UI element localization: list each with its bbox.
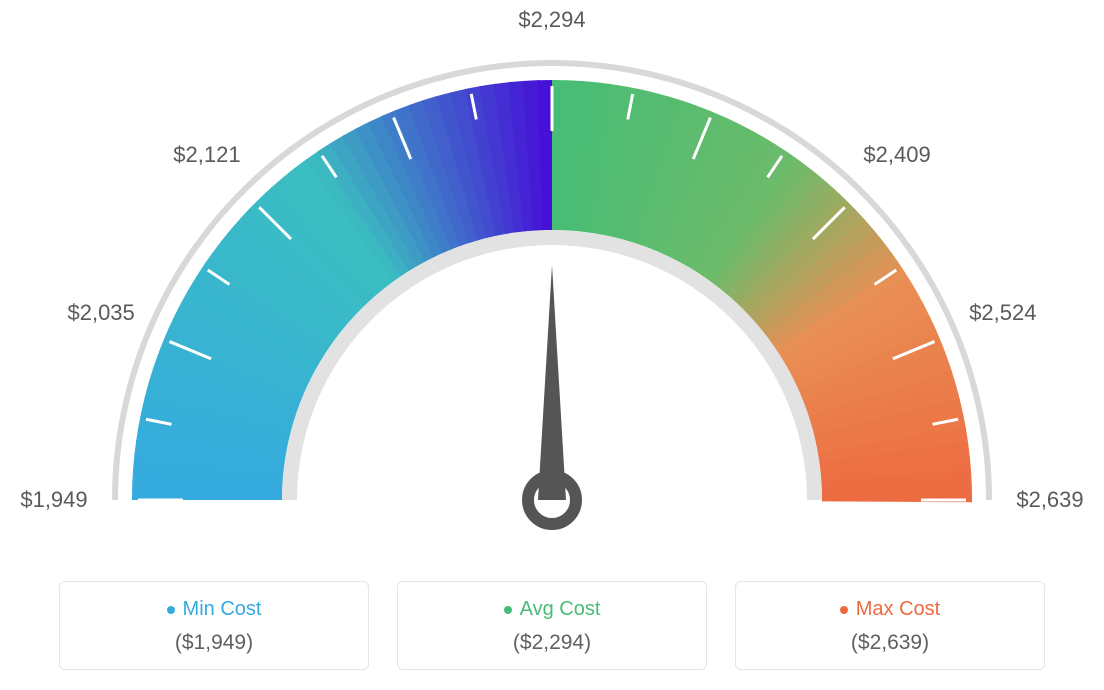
- gauge-tick-label: $1,949: [20, 487, 87, 513]
- legend-title-text: Max Cost: [856, 598, 940, 621]
- legend-title-avg: Avg Cost: [504, 598, 601, 621]
- legend-title-text: Avg Cost: [520, 598, 601, 621]
- gauge-needle: [538, 265, 566, 500]
- legend-value-max: ($2,639): [746, 631, 1034, 655]
- gauge-tick-label: $2,121: [173, 142, 240, 168]
- gauge-tick-label: $2,035: [67, 300, 134, 326]
- legend-value-min: ($1,949): [70, 631, 358, 655]
- gauge-svg: [0, 0, 1104, 560]
- legend-card-avg: Avg Cost ($2,294): [397, 581, 707, 670]
- legend-title-min: Min Cost: [167, 598, 262, 621]
- gauge-tick-label: $2,639: [1016, 487, 1083, 513]
- legend-value-avg: ($2,294): [408, 631, 696, 655]
- dot-icon: [840, 606, 848, 614]
- legend-title-max: Max Cost: [840, 598, 940, 621]
- gauge-tick-label: $2,294: [518, 7, 585, 33]
- gauge-tick-label: $2,409: [863, 142, 930, 168]
- legend-card-max: Max Cost ($2,639): [735, 581, 1045, 670]
- dot-icon: [504, 606, 512, 614]
- legend-title-text: Min Cost: [183, 598, 262, 621]
- gauge-chart: $1,949 $2,035 $2,121 $2,294 $2,409 $2,524 $2,6…: [0, 0, 1104, 560]
- legend-row: Min Cost ($1,949) Avg Cost ($2,294) Max …: [0, 581, 1104, 670]
- legend-card-min: Min Cost ($1,949): [59, 581, 369, 670]
- gauge-tick-label: $2,524: [969, 300, 1036, 326]
- dot-icon: [167, 606, 175, 614]
